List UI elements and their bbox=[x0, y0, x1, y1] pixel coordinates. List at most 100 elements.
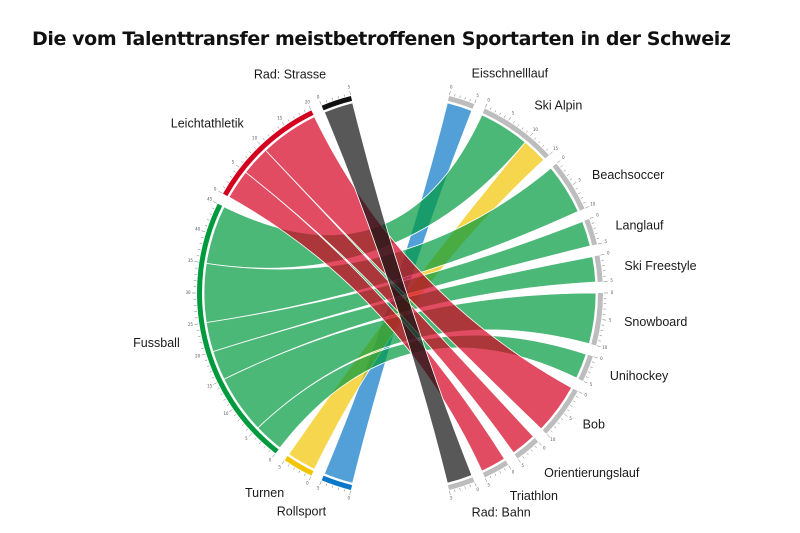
tick-bob bbox=[550, 430, 553, 433]
tick-label-rad-strasse: 0 bbox=[317, 94, 320, 99]
tick-rad-strasse bbox=[349, 91, 351, 96]
tick-label-langlauf: 0 bbox=[596, 213, 599, 218]
tick-rollsport bbox=[349, 490, 351, 495]
tick-fussball bbox=[233, 414, 237, 417]
tick-leichtathletik bbox=[298, 112, 301, 116]
tick-label-ski-alpin: 5 bbox=[512, 111, 515, 116]
tick-orientierungslauf bbox=[534, 445, 537, 449]
arc-bob bbox=[542, 388, 578, 434]
tick-rollsport bbox=[319, 481, 322, 485]
tick-label-unihockey: 0 bbox=[600, 356, 603, 361]
tick-label-triathlon: 0 bbox=[512, 469, 515, 474]
arc-ski-alpin bbox=[482, 108, 549, 159]
tick-fussball bbox=[199, 341, 203, 343]
arc-langlauf bbox=[584, 218, 598, 246]
tick-label-leichtathletik: 0 bbox=[214, 186, 217, 191]
tick-leichtathletik bbox=[287, 119, 290, 122]
tick-label-orientierungslauf: 5 bbox=[522, 463, 525, 468]
tick-rad-strasse bbox=[337, 95, 339, 99]
tick-langlauf bbox=[589, 216, 594, 219]
tick-label-fussball: 20 bbox=[195, 353, 201, 358]
tick-label-ski-freestyle: 0 bbox=[607, 251, 610, 256]
tick-triathlon bbox=[503, 468, 506, 471]
tick-rad-bahn bbox=[464, 486, 466, 489]
tick-ski-freestyle bbox=[600, 254, 605, 256]
tick-leichtathletik bbox=[235, 164, 240, 168]
tick-unihockey bbox=[588, 371, 591, 373]
tick-turnen bbox=[281, 460, 285, 465]
tick-unihockey bbox=[585, 376, 589, 378]
tick-triathlon bbox=[494, 473, 497, 476]
tick-rad-strasse bbox=[331, 97, 334, 101]
tick-fussball bbox=[220, 393, 223, 396]
tick-label-fussball: 5 bbox=[245, 436, 248, 441]
tick-beachsoccer bbox=[572, 182, 577, 185]
tick-beachsoccer bbox=[578, 192, 581, 195]
tick-triathlon bbox=[499, 470, 501, 474]
tick-label-leichtathletik: 15 bbox=[277, 115, 283, 120]
tick-ski-alpin bbox=[545, 148, 548, 151]
tick-fussball bbox=[198, 249, 201, 251]
tick-bob bbox=[567, 409, 570, 412]
tick-label-bob: 5 bbox=[569, 416, 572, 421]
tick-ski-alpin bbox=[499, 112, 501, 116]
tick-bob bbox=[554, 426, 557, 429]
tick-beachsoccer bbox=[566, 174, 570, 176]
tick-leichtathletik bbox=[245, 156, 248, 159]
tick-langlauf bbox=[593, 227, 597, 229]
tick-label-bob: 0 bbox=[584, 392, 587, 397]
tick-fussball bbox=[213, 382, 217, 385]
label-ski-freestyle: Ski Freestyle bbox=[624, 259, 696, 273]
tick-eisschnelllauf bbox=[469, 98, 471, 102]
tick-label-ski-alpin: 0 bbox=[487, 97, 490, 102]
tick-leichtathletik bbox=[226, 180, 229, 183]
tick-triathlon bbox=[485, 478, 488, 483]
tick-ski-alpin bbox=[525, 130, 528, 133]
tick-leichtathletik bbox=[222, 186, 226, 189]
tick-fussball bbox=[199, 243, 203, 245]
tick-beachsoccer bbox=[585, 206, 590, 209]
tick-eisschnelllauf bbox=[464, 97, 466, 100]
tick-label-rad-bahn: 5 bbox=[450, 496, 453, 501]
tick-orientierungslauf bbox=[517, 459, 521, 463]
tick-fussball bbox=[206, 365, 210, 367]
label-unihockey: Unihockey bbox=[610, 369, 669, 383]
tick-rad-strasse bbox=[325, 100, 328, 103]
tick-unihockey bbox=[591, 361, 595, 363]
tick-fussball bbox=[223, 398, 226, 401]
tick-fussball bbox=[229, 409, 233, 412]
arc-ski-freestyle bbox=[594, 255, 603, 282]
label-eisschnelllauf: Eisschnelllauf bbox=[472, 67, 549, 81]
label-layer: Eisschnelllauf Ski Alpin Beachsoccer Langla… bbox=[133, 67, 696, 520]
tick-label-orientierungslauf: 0 bbox=[543, 445, 546, 450]
label-orientierungslauf: Orientierungslauf bbox=[544, 466, 640, 480]
tick-beachsoccer bbox=[569, 178, 573, 181]
label-ski-alpin: Ski Alpin bbox=[534, 98, 582, 112]
tick-langlauf bbox=[591, 222, 595, 224]
label-triathlon: Triathlon bbox=[510, 489, 558, 503]
tick-ski-alpin bbox=[542, 144, 545, 147]
arc-rad-strasse bbox=[321, 96, 353, 111]
tick-unihockey bbox=[583, 381, 588, 384]
tick-beachsoccer bbox=[575, 187, 578, 190]
tick-fussball bbox=[201, 353, 206, 356]
tick-rollsport bbox=[331, 485, 334, 489]
label-rad-bahn: Rad: Bahn bbox=[472, 505, 531, 519]
tick-fussball bbox=[248, 433, 253, 437]
tick-unihockey bbox=[593, 356, 598, 359]
tick-label-fussball: 0 bbox=[269, 458, 272, 463]
tick-fussball bbox=[209, 371, 212, 373]
tick-triathlon bbox=[508, 465, 512, 470]
tick-label-eisschnelllauf: 0 bbox=[450, 84, 453, 89]
arc-layer: 0505101505100505051005051005050505050510… bbox=[185, 84, 613, 500]
tick-label-ski-alpin: 15 bbox=[553, 146, 559, 151]
tick-orientierungslauf bbox=[530, 449, 533, 452]
tick-label-fussball: 10 bbox=[223, 411, 229, 416]
tick-bob bbox=[560, 418, 564, 421]
arc-rollsport bbox=[321, 475, 353, 490]
tick-langlauf bbox=[596, 237, 600, 240]
tick-leichtathletik bbox=[277, 126, 280, 129]
tick-leichtathletik bbox=[262, 138, 265, 141]
tick-leichtathletik bbox=[308, 105, 312, 110]
tick-rad-bahn bbox=[459, 488, 461, 491]
